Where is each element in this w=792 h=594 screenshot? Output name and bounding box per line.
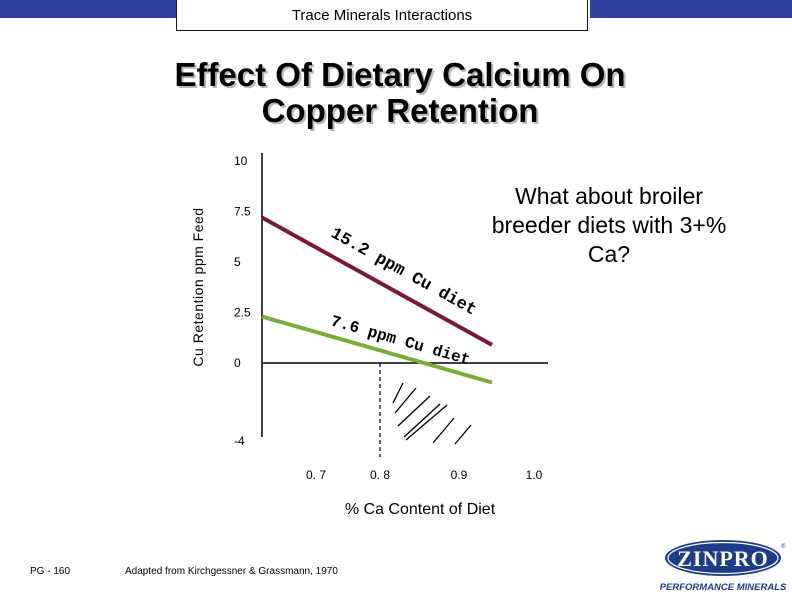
svg-text:PERFORMANCE MINERALS: PERFORMANCE MINERALS — [660, 582, 787, 593]
annotation-note: What about broiler breeder diets with 3+… — [491, 183, 727, 267]
svg-text:®: ® — [781, 543, 786, 550]
y-tick-label: 5 — [234, 255, 241, 269]
x-tick-label: 0. 7 — [306, 468, 326, 482]
top-bar-right — [590, 0, 792, 18]
slide-title-line-2: Copper Retention — [261, 92, 539, 129]
y-tick-label: 0 — [234, 356, 241, 370]
hatch-line-6 — [432, 417, 455, 444]
chart-axes — [261, 153, 548, 457]
y-tick-label: -4 — [234, 434, 245, 448]
x-tick-label: 1.0 — [526, 468, 543, 482]
x-tick-label: 0.9 — [451, 468, 468, 482]
y-tick-label: 7.5 — [234, 205, 251, 219]
source-citation: Adapted from Kirchgessner & Grassmann, 1… — [125, 566, 338, 577]
hatch-line-1 — [392, 382, 404, 404]
hatch-line-3 — [397, 395, 431, 427]
slide-title-line-1: Effect Of Dietary Calcium On — [174, 56, 626, 93]
hatch-line-7 — [454, 424, 472, 445]
svg-text:ZINPRO: ZINPRO — [677, 546, 769, 571]
x-axis-label: % Ca Content of Diet — [345, 501, 496, 518]
y-axis-label: Cu Retention ppm Feed — [190, 207, 206, 366]
hatch-line-2 — [394, 387, 417, 414]
series-label-1: 15.2 ppm Cu diet — [327, 225, 479, 321]
series-line-2 — [261, 314, 493, 385]
zinpro-logo: ZINPRO ® PERFORMANCE MINERALS — [660, 540, 787, 593]
header-title: Trace Minerals Interactions — [176, 0, 588, 31]
y-tick-label: 2.5 — [234, 306, 251, 320]
hatch-line-4 — [403, 403, 441, 438]
x-tick-label: 0. 8 — [370, 468, 390, 482]
hatch-line-5 — [405, 404, 448, 441]
tick-labels: 10 7.5 5 2.5 0 -4 0. 7 0. 8 0.9 1.0 % Ca Content o… — [190, 154, 543, 518]
y-tick-label: 10 — [234, 154, 248, 168]
series-line-1 — [261, 215, 493, 347]
hatched-region — [392, 382, 472, 445]
top-bar-left — [0, 0, 176, 18]
page-number: PG - 160 — [30, 566, 71, 577]
slide-title: Effect Of Dietary Calcium On Copper Rete… — [120, 57, 680, 129]
